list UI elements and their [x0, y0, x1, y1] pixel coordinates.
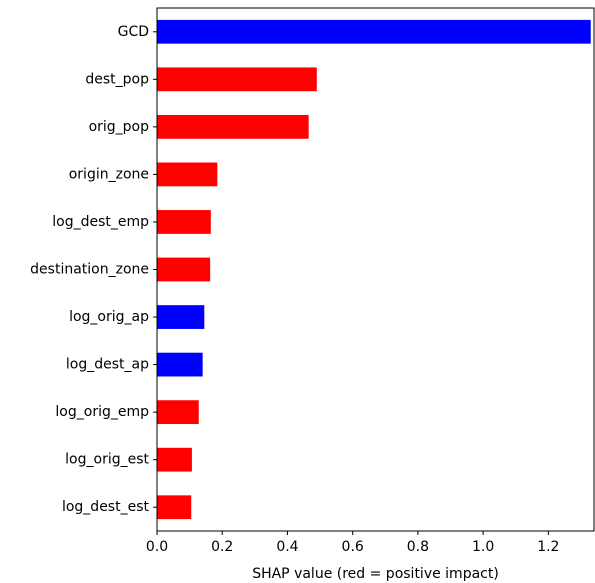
- y-axis-ticks: GCD dest_pop orig_pop origin_zone log_dest_e…: [30, 24, 157, 515]
- bar-log-orig-emp: [157, 400, 199, 425]
- y-tick-label: origin_zone: [69, 166, 149, 182]
- bar-log-dest-est: [157, 495, 192, 520]
- x-tick-label: 1.2: [537, 539, 559, 555]
- y-tick-label: dest_pop: [85, 71, 149, 87]
- bar-origin-zone: [157, 162, 218, 187]
- y-tick-label: log_orig_ap: [69, 309, 149, 325]
- y-tick-label: log_orig_emp: [55, 404, 149, 420]
- x-tick-label: 1.0: [472, 539, 494, 555]
- x-axis-ticks: 0.0 0.2 0.4 0.6 0.8 1.0 1.2: [146, 531, 559, 555]
- bar-destination-zone: [157, 257, 211, 282]
- x-tick-label: 0.4: [276, 539, 298, 555]
- x-tick-label: 0.6: [342, 539, 364, 555]
- y-tick-label: log_dest_est: [62, 499, 150, 515]
- x-tick-label: 0.2: [211, 539, 233, 555]
- bar-dest-pop: [157, 67, 317, 92]
- x-tick-label: 0.8: [407, 539, 429, 555]
- y-tick-label: orig_pop: [89, 119, 150, 135]
- y-tick-label: destination_zone: [30, 262, 149, 278]
- x-tick-label: 0.0: [146, 539, 168, 555]
- y-tick-label: log_dest_ap: [66, 357, 149, 373]
- plot-frame: [156, 7, 595, 532]
- y-tick-label: log_dest_emp: [52, 214, 149, 230]
- bar-orig-pop: [157, 114, 309, 139]
- bar-log-orig-ap: [157, 305, 205, 329]
- x-axis-label: SHAP value (red = positive impact): [252, 566, 499, 582]
- y-tick-label: GCD: [118, 24, 149, 40]
- y-tick-label: log_orig_est: [65, 452, 149, 468]
- bar-log-orig-est: [157, 447, 192, 472]
- bar-log-dest-emp: [157, 210, 211, 234]
- bars-group: [157, 19, 591, 520]
- bar-log-dest-ap: [157, 352, 203, 377]
- bar-GCD: [157, 19, 591, 44]
